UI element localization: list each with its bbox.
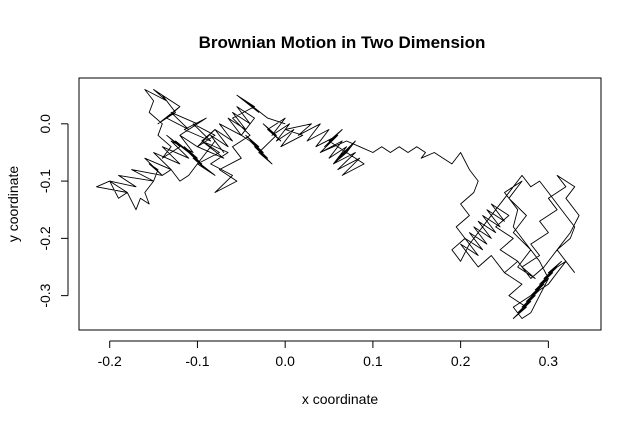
x-tick-label: 0.0 (275, 353, 295, 369)
x-tick-label: -0.2 (98, 353, 122, 369)
x-tick-label: 0.1 (363, 353, 383, 369)
x-axis-label: x coordinate (302, 391, 378, 407)
x-tick-label: 0.2 (451, 353, 471, 369)
y-tick-label: -0.2 (37, 226, 53, 250)
plot-area (78, 77, 602, 331)
x-tick-label: -0.1 (185, 353, 209, 369)
x-tick-label: 0.3 (539, 353, 559, 369)
x-axis: -0.2 -0.1 0.0 0.1 0.2 0.3 (98, 340, 559, 369)
y-tick-label: -0.3 (37, 283, 53, 307)
y-tick-label: 0.0 (37, 114, 53, 134)
y-axis: 0.0 -0.1 -0.2 -0.3 (37, 114, 69, 308)
walk-layer (96, 89, 580, 319)
walk-series-line (96, 89, 580, 319)
y-tick-label: -0.1 (37, 169, 53, 193)
chart-title: Brownian Motion in Two Dimension (199, 33, 486, 52)
y-axis-label: y coordinate (5, 166, 21, 242)
